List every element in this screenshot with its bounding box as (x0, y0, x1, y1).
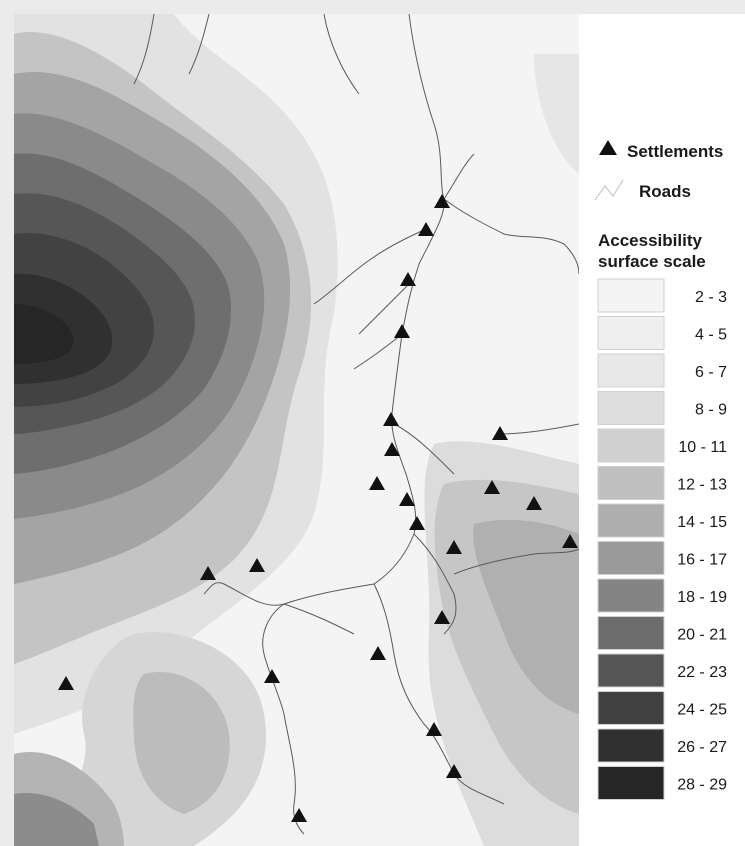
scale-label: 26 - 27 (677, 739, 727, 756)
settlement-marker (291, 808, 307, 822)
scale-swatch (597, 616, 665, 650)
settlement-marker (434, 194, 450, 208)
settlement-marker (394, 324, 410, 338)
accessibility-map (14, 14, 579, 846)
scale-label: 6 - 7 (695, 364, 727, 381)
map-legend: Settlements Roads Accessibility surface … (579, 0, 745, 846)
scale-label: 22 - 23 (677, 664, 727, 681)
scale-label: 8 - 9 (695, 402, 727, 419)
settlement-marker (446, 764, 462, 778)
scale-label: 14 - 15 (677, 514, 727, 531)
roads (133, 14, 579, 835)
scale-label: 16 - 17 (677, 552, 727, 569)
settlement-marker (409, 516, 425, 530)
settlement-marker (446, 540, 462, 554)
scale-swatch (597, 428, 665, 463)
scale-label: 12 - 13 (677, 477, 727, 494)
scale-label: 18 - 19 (677, 589, 727, 606)
settlement-marker (426, 722, 442, 736)
settlement-marker (249, 558, 265, 572)
scale-swatch (597, 466, 665, 500)
scale-swatch (597, 391, 665, 425)
left-border (0, 0, 14, 846)
scale-label: 20 - 21 (677, 627, 727, 644)
settlement-marker (399, 492, 415, 506)
settlement-marker (383, 412, 399, 426)
road-legend-icon (594, 179, 624, 201)
accessibility-surface (14, 14, 579, 846)
top-border (0, 0, 745, 14)
scale-swatch (597, 766, 665, 800)
scale-swatch (597, 578, 665, 613)
settlement-marker (418, 222, 434, 236)
scale-label: 2 - 3 (695, 289, 727, 306)
scale-swatch (597, 278, 665, 313)
settlement-marker (484, 480, 500, 494)
scale-title-line1: Accessibility (598, 231, 702, 250)
scale-label: 4 - 5 (695, 327, 727, 344)
scale-label: 10 - 11 (678, 439, 727, 456)
scale-swatch (597, 653, 665, 688)
settlement-marker (384, 442, 400, 456)
settlement-marker (400, 272, 416, 286)
settlement-legend-icon (599, 140, 617, 155)
scale-swatch (597, 316, 665, 350)
settlement-marker (492, 426, 508, 440)
scale-title-line2: surface scale (598, 252, 706, 271)
settlement-marker (370, 646, 386, 660)
settlement-marker (562, 534, 578, 548)
settlement-marker (369, 476, 385, 490)
scale-swatch (597, 728, 665, 763)
scale-swatch (597, 691, 665, 725)
settlement-marker (264, 669, 280, 683)
settlement-marker (58, 676, 74, 690)
roads-legend-label: Roads (639, 182, 691, 201)
scale-label: 28 - 29 (677, 777, 727, 794)
settlement-marker (434, 610, 450, 624)
scale-label: 24 - 25 (677, 702, 727, 719)
settlements-legend-label: Settlements (627, 142, 723, 161)
scale-swatch (597, 541, 665, 575)
settlement-marker (526, 496, 542, 510)
scale-swatch (597, 353, 665, 388)
settlements (58, 194, 578, 822)
scale-swatch (597, 503, 665, 538)
accessibility-scale: 2 - 3 4 - 5 6 - 7 8 - 9 10 - 11 12 - 13 14 - 1… (597, 278, 727, 800)
settlement-marker (200, 566, 216, 580)
